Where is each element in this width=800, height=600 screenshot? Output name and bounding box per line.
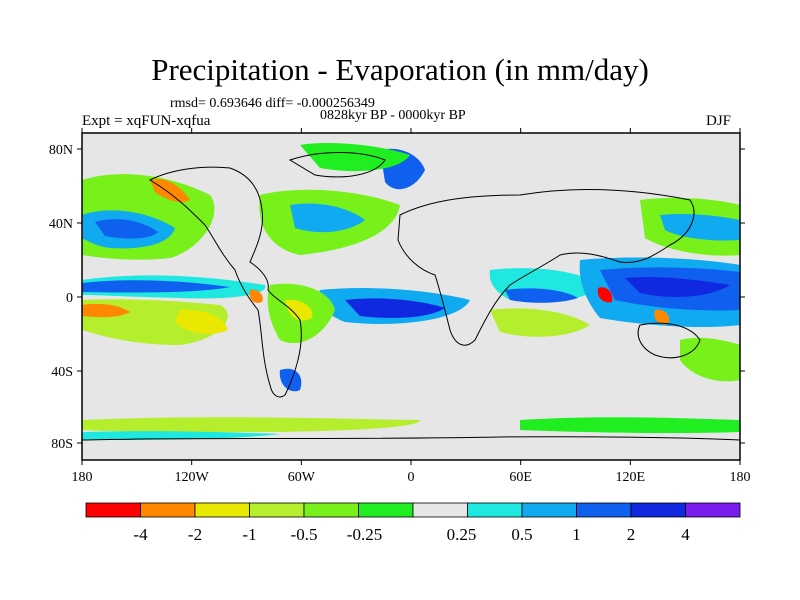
n-atlantic-blue <box>290 203 365 233</box>
s-pacific-yellow <box>175 309 228 334</box>
nw-pacific-blue <box>660 213 740 241</box>
indian-blue <box>505 288 578 303</box>
colorbar-swatch <box>85 502 141 518</box>
southern-green-east <box>520 417 740 434</box>
stats-label: rmsd= 0.693646 diff= -0.000256349 <box>170 96 375 111</box>
eurasia-africa-coast <box>397 189 695 346</box>
colorbar-swatch <box>140 502 196 518</box>
patagonia-blue <box>279 368 302 392</box>
x-tick-label: 60W <box>288 470 316 485</box>
southern-green <box>82 417 420 433</box>
chart-title: Precipitation - Evaporation (in mm/day) <box>151 52 649 87</box>
x-tick-label: 120E <box>616 470 646 485</box>
peru-orange <box>249 289 263 303</box>
season-label: DJF <box>706 113 732 129</box>
arctic-green <box>300 143 410 172</box>
period-label: 0828kyr BP - 0000kyr BP <box>320 108 466 123</box>
colorbar-label: 0.5 <box>511 525 532 544</box>
colorbar-label: 4 <box>681 525 690 544</box>
y-tick-label: 80N <box>49 143 73 158</box>
colorbar-label: -2 <box>188 525 202 544</box>
y-tick-label: 80S <box>51 437 73 452</box>
s-indian-green <box>490 308 590 337</box>
s-america-yellow <box>285 299 313 321</box>
itcz-blue <box>82 280 230 293</box>
colorbar-label: -4 <box>133 525 148 544</box>
experiment-label: Expt = xqFUN-xqfua <box>82 113 211 129</box>
colorbar-swatch <box>521 502 577 518</box>
y-tick-label: 40S <box>51 365 73 380</box>
colorbar-swatch <box>303 502 359 518</box>
colorbar-label: 0.25 <box>447 525 477 544</box>
x-tick-label: 0 <box>408 470 415 485</box>
colorbar-label: -1 <box>242 525 256 544</box>
colorbar-label: -0.5 <box>291 525 318 544</box>
americas-coast <box>148 166 302 398</box>
antarctica-coast <box>82 436 740 441</box>
n-pacific-dark <box>95 219 158 239</box>
s-atlantic-blue <box>345 298 445 318</box>
australia-coast <box>637 322 701 359</box>
warm-pool-dark <box>625 277 730 297</box>
y-tick-label: 0 <box>66 291 73 306</box>
x-tick-label: 180 <box>72 470 93 485</box>
x-tick-label: 60E <box>509 470 532 485</box>
alaska-orange <box>150 179 190 203</box>
colorbar-label: 1 <box>572 525 581 544</box>
colorbar-swatch <box>576 502 632 518</box>
colorbar-label: 2 <box>627 525 636 544</box>
png-orange <box>654 309 670 325</box>
x-tick-label: 180 <box>730 470 751 485</box>
colorbar-swatch <box>249 502 305 518</box>
colorbar-label: -0.25 <box>347 525 382 544</box>
s-pacific-orange <box>82 303 130 318</box>
greenland-coast <box>288 152 386 178</box>
colorbar: -4 -2 -1 -0.5 -0.25 0.25 0.5 1 2 4 <box>85 502 741 544</box>
axis-ticks: 180 120W 60W 0 60E 120E 180 80N 40N 0 40S 80S <box>49 128 751 485</box>
x-tick-label: 120W <box>175 470 210 485</box>
colorbar-swatch <box>630 502 686 518</box>
map-field <box>82 133 740 460</box>
southern-cyan <box>82 431 280 440</box>
colorbar-swatch <box>412 502 468 518</box>
y-tick-label: 40N <box>49 217 73 232</box>
colorbar-swatch <box>685 502 741 518</box>
colorbar-swatch <box>467 502 523 518</box>
colorbar-swatch <box>358 502 414 518</box>
colorbar-swatch <box>194 502 250 518</box>
sumatra-red <box>597 287 613 303</box>
coastlines <box>82 152 740 441</box>
